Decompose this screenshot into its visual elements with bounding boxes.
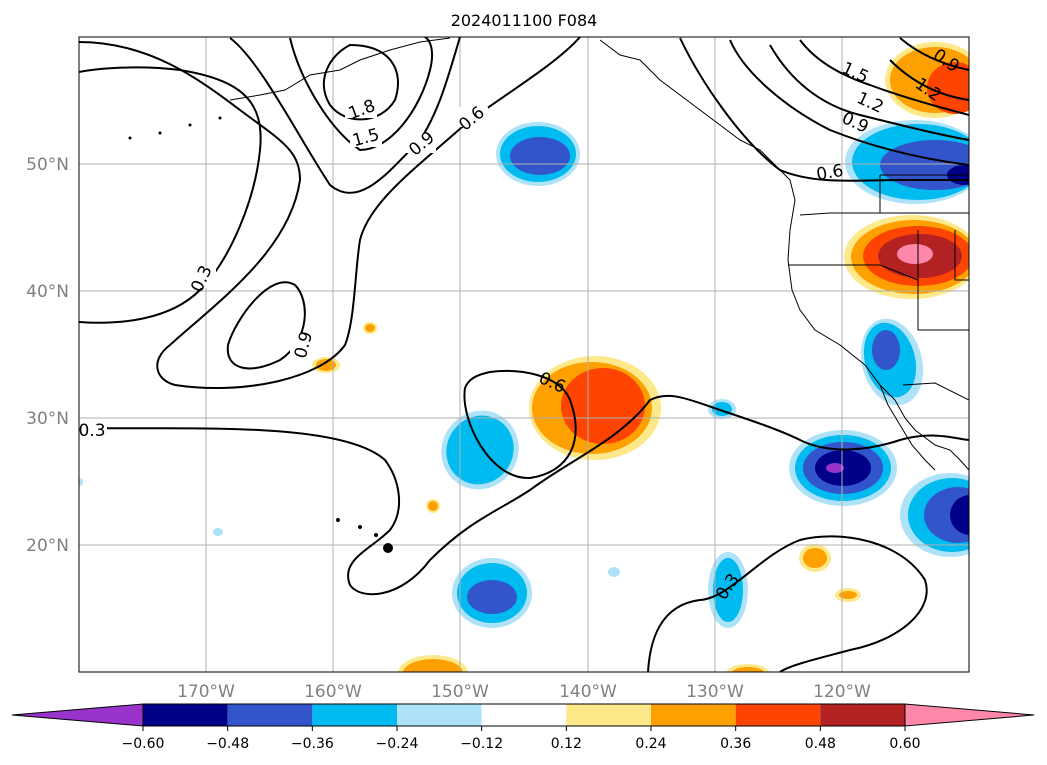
latitude-labels: 50°N 40°N 30°N 20°N [26,155,69,556]
state-line-east [954,230,969,281]
maui-island [374,533,378,537]
islands [128,116,393,553]
us-canada-border [799,212,969,216]
colorbar-segment [651,704,736,726]
map-title: 2024011100 F084 [451,11,598,30]
lon-label-170w: 170°W [177,682,235,702]
oahu-island [358,525,362,529]
colorbar-outline [142,703,906,727]
contour-label: 0.6 [815,161,845,185]
colorbar-segment [227,704,313,726]
colorbar-tick-label: −0.36 [291,736,334,752]
aleutian-island-2 [158,131,162,135]
positive-anomaly-oregon [844,215,969,299]
colorbar-tick-label: 0.12 [551,736,582,752]
coastlines [229,37,969,471]
map-plot-area: 1.8 1.5 0.9 0.6 0.3 0.9 0.6 0.3 0.3 1.5 … [78,37,969,672]
colorbar-tick-label: 0.60 [889,736,920,752]
colorbar-tick-label: −0.60 [122,736,165,752]
contour-0-6-central [463,369,577,480]
negative-anomaly-central [441,410,519,490]
colorbar-extend-min [11,703,144,727]
colorbar-tick-label: 0.24 [635,736,666,752]
lat-label-30: 30°N [26,409,69,429]
contour-0-9-northeast [729,39,969,166]
state-line-nevada [917,230,969,331]
colorbar-segment [481,704,567,726]
colorbar-segment [735,704,821,726]
negative-anomaly-baja [789,430,897,506]
map-frame [78,36,970,673]
colorbar-tick-label: −0.12 [460,736,503,752]
lat-label-40: 40°N [26,282,69,302]
gridlines [79,37,969,672]
lon-label-160w: 160°W [304,682,362,702]
colorbar-ticks: −0.60 −0.48 −0.36 −0.24 −0.12 0.12 0.24 0.36 0.4… [122,726,921,752]
us-mexico-border [902,382,969,401]
contour-0-3-west [79,66,262,324]
north-america-coast [599,39,969,471]
lon-label-140w: 140°W [559,682,617,702]
negative-anomaly-california [860,318,924,406]
anomaly-shading [79,42,969,672]
contour-0-3-south [79,394,969,596]
colorbar-segment [143,704,228,726]
aleutian-island-4 [218,116,222,120]
lon-label-120w: 120°W [813,682,871,702]
colorbar-segment [820,704,905,726]
colorbar-segments [11,703,1035,727]
lat-label-20: 20°N [26,536,69,556]
contour-0-9-west [226,281,306,370]
alaska-coast [229,37,451,101]
colorbar-tick-label: 0.48 [805,736,836,752]
contour-1-5-northeast [799,39,969,116]
negative-anomaly-south [452,558,532,628]
contour-1-8-west [323,43,399,121]
lon-label-150w: 150°W [431,682,489,702]
positive-anomaly-central [529,356,661,460]
contour-1-2-canada [889,59,969,101]
contour-1-2-northeast [769,44,969,141]
colorbar-tick-label: 0.36 [720,736,751,752]
lon-label-130w: 130°W [686,682,744,702]
contour-label: 0.3 [78,421,105,441]
colorbar-segment [566,704,651,726]
kauai-island [336,518,340,522]
colorbar-segment [312,704,397,726]
contour-lines [79,37,969,672]
state-line-north [879,174,969,213]
contour-0-3-southeast [647,535,928,672]
negative-anomaly-alaska-gulf [496,122,580,186]
contour-0-9-canada [899,37,969,71]
aleutian-island-3 [188,123,192,127]
contour-1-2-west [229,37,461,194]
state-line-west [788,264,919,281]
contour-0-6-northeast [679,37,969,182]
contour-0-6-west [79,37,581,390]
colorbar-segment [397,704,482,726]
aleutian-island-1 [128,136,132,140]
hawaii-island [383,543,393,553]
colorbar: −0.60 −0.48 −0.36 −0.24 −0.12 0.12 0.24 0.36 0.4… [11,703,1035,752]
colorbar-tick-label: −0.24 [376,736,419,752]
lat-label-50: 50°N [26,155,69,175]
negative-anomaly-mexico [900,473,969,557]
colorbar-extend-max [904,703,1035,727]
negative-anomaly-southeast [708,552,748,628]
longitude-labels: 170°W 160°W 150°W 140°W 130°W 120°W [177,682,871,702]
baja-peninsula [879,384,936,471]
contour-1-5-west [289,37,434,152]
colorbar-tick-label: −0.48 [206,736,249,752]
